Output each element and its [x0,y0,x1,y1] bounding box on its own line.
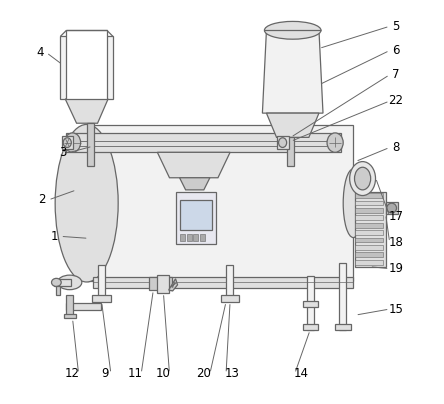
Ellipse shape [58,275,82,290]
Bar [355,208,383,213]
Bar [92,295,111,302]
Ellipse shape [52,278,61,286]
Bar [303,301,318,307]
Text: 22: 22 [388,95,403,107]
Bar [355,230,383,235]
Bar [355,260,383,265]
Bar [87,125,353,281]
Polygon shape [65,99,108,123]
Text: 9: 9 [101,367,109,380]
Bar [355,193,383,198]
Bar [63,314,76,318]
Bar [187,234,192,241]
Ellipse shape [265,21,321,39]
Bar [180,234,185,241]
Ellipse shape [343,169,363,238]
Ellipse shape [327,133,343,152]
Bar [62,136,73,149]
Bar [386,202,398,214]
Bar [355,200,383,205]
Bar [54,279,71,286]
Ellipse shape [278,138,287,147]
Bar [307,276,314,330]
Text: 12: 12 [65,367,80,380]
Bar [67,303,101,310]
Bar [93,277,353,288]
Bar [200,234,205,241]
Ellipse shape [387,203,396,213]
Polygon shape [169,279,178,291]
Text: 18: 18 [388,236,403,249]
Bar [355,245,383,250]
Bar [277,136,289,149]
Text: 3: 3 [59,146,66,159]
Polygon shape [266,113,319,137]
Ellipse shape [63,138,71,147]
Bar [303,324,318,330]
Bar [67,295,72,317]
Bar [67,30,107,99]
Bar [157,275,169,293]
Bar [355,192,386,267]
Text: 17: 17 [388,210,403,223]
Text: 7: 7 [392,68,400,81]
Text: 4: 4 [36,46,44,59]
Bar [179,200,212,230]
Bar [355,215,383,220]
Text: 10: 10 [156,367,171,380]
Text: 13: 13 [225,367,239,380]
Bar [221,295,238,302]
Polygon shape [179,178,210,190]
Bar [355,238,383,242]
Bar [60,36,113,99]
Text: 19: 19 [388,262,403,275]
Bar [87,123,94,166]
Bar [149,277,171,290]
Text: 1: 1 [51,230,58,243]
Text: 11: 11 [127,367,143,380]
Text: 2: 2 [39,194,46,206]
Ellipse shape [64,133,81,152]
Bar [56,286,60,295]
Text: 15: 15 [388,303,403,316]
Ellipse shape [354,167,371,190]
Bar [355,252,383,257]
Bar [193,234,198,241]
Bar [67,133,341,152]
Text: 6: 6 [392,44,400,57]
Bar [226,265,233,299]
Text: 8: 8 [392,141,400,154]
Text: 5: 5 [392,20,400,33]
Ellipse shape [55,124,118,282]
Ellipse shape [350,162,376,196]
Bar [287,137,294,166]
Bar [175,192,216,244]
Text: 14: 14 [293,367,308,380]
Polygon shape [262,30,323,113]
Bar [98,265,105,299]
Text: 20: 20 [196,367,211,380]
Bar [335,324,351,330]
Polygon shape [157,152,230,178]
Bar [355,223,383,227]
Bar [339,263,346,330]
